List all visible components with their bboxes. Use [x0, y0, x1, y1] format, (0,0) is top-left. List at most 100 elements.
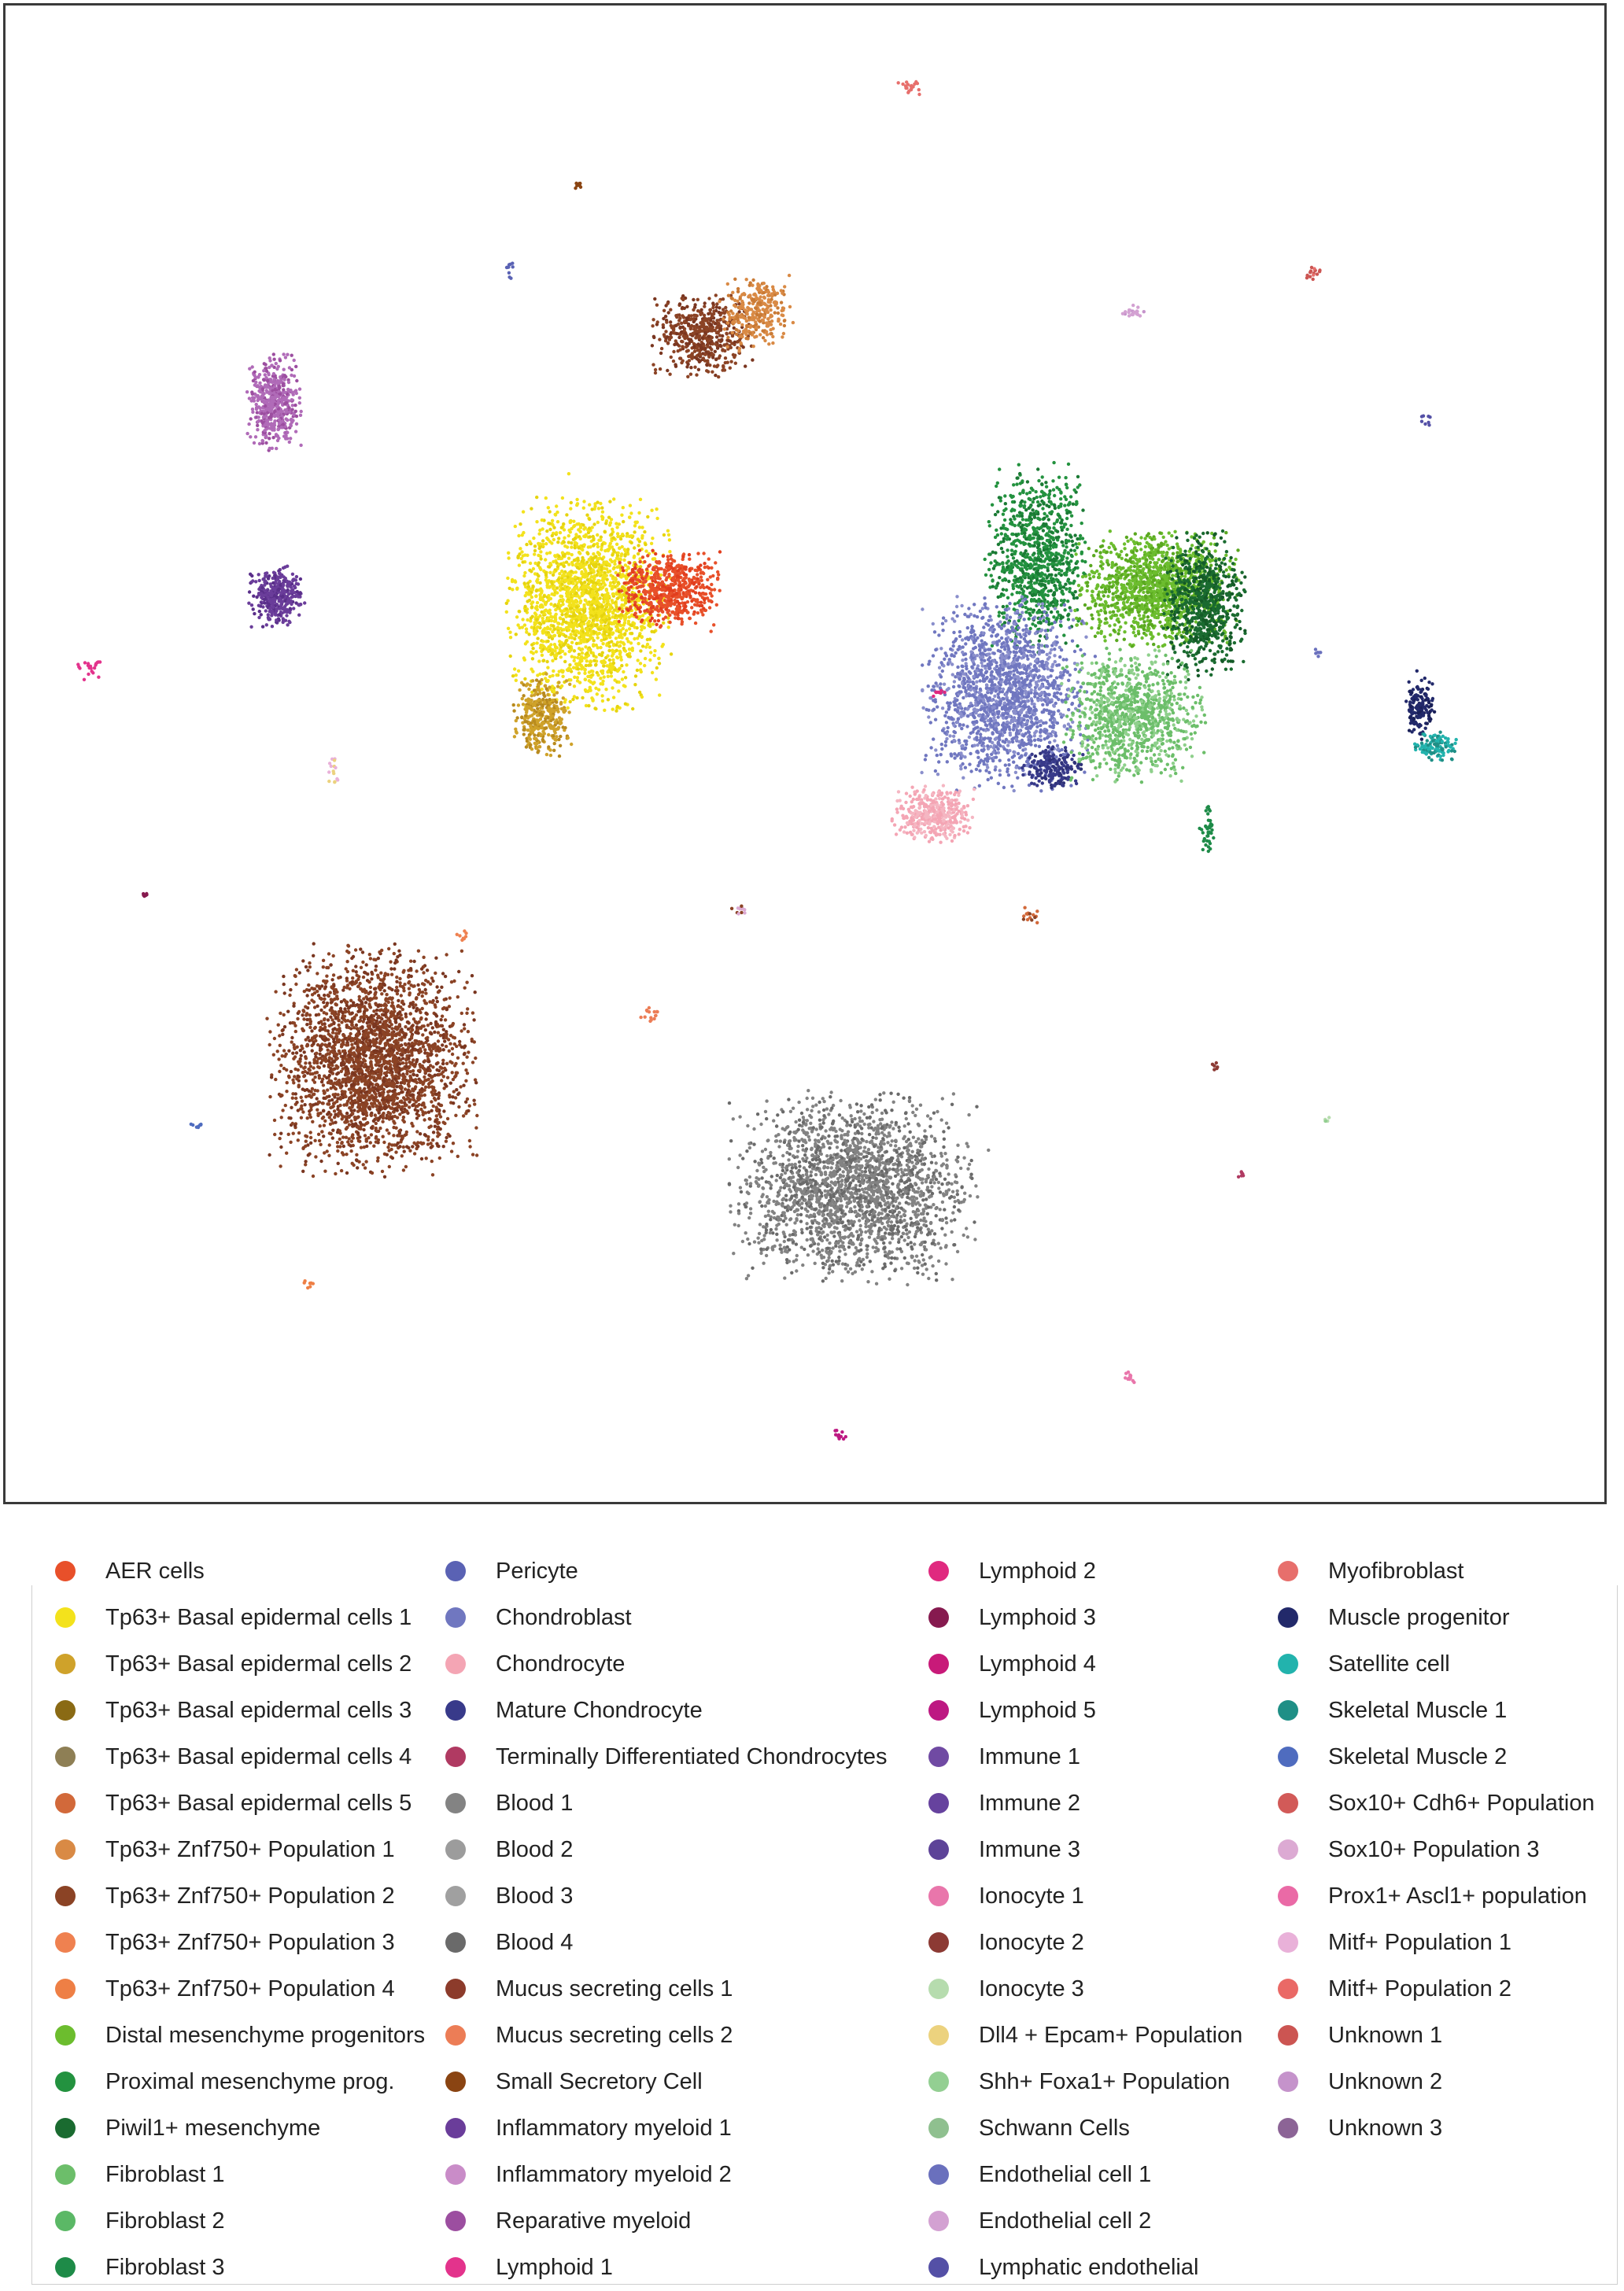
cell-point — [274, 1077, 278, 1082]
cell-point — [327, 1059, 331, 1064]
cell-point — [423, 1085, 428, 1090]
cell-point — [862, 1112, 866, 1116]
cell-point — [404, 1064, 408, 1068]
cell-point — [865, 1205, 869, 1208]
cell-point — [445, 1084, 448, 1088]
cell-point — [846, 1155, 850, 1160]
cell-point — [788, 1218, 792, 1222]
cell-point — [360, 1025, 364, 1029]
cell-point — [385, 1153, 389, 1157]
cell-point — [319, 1008, 323, 1013]
cell-point — [452, 1064, 457, 1068]
cell-point — [274, 990, 278, 994]
cell-point — [854, 1166, 859, 1170]
cell-point — [367, 953, 371, 957]
cell-point — [393, 967, 397, 971]
cell-point — [881, 1137, 885, 1141]
cell-point — [278, 1043, 282, 1048]
cell-point — [359, 947, 363, 951]
cell-point — [407, 987, 412, 991]
cell-point — [795, 1171, 799, 1175]
cell-point — [317, 1100, 322, 1105]
cell-point — [383, 1002, 387, 1006]
cell-point — [926, 1227, 931, 1231]
cell-point — [404, 1012, 408, 1016]
cell-point — [757, 1161, 761, 1165]
cell-point — [805, 1108, 810, 1112]
cell-point — [374, 1134, 378, 1139]
cell-point — [759, 1122, 763, 1127]
cell-point — [824, 1217, 829, 1221]
cell-point — [408, 1090, 412, 1094]
cell-point — [330, 978, 334, 982]
cell-point — [858, 1183, 862, 1188]
cluster-tp63-znf750-population-2 — [265, 942, 479, 1179]
cell-point — [932, 1111, 936, 1115]
cell-point — [416, 949, 421, 953]
cell-point — [445, 1075, 450, 1079]
cell-point — [867, 1200, 871, 1204]
cell-point — [325, 979, 329, 983]
cell-point — [514, 678, 518, 682]
cell-point — [374, 996, 378, 1000]
cell-point — [362, 997, 366, 1001]
cell-point — [907, 1188, 911, 1192]
cell-point — [342, 985, 346, 990]
cell-point — [895, 1247, 899, 1251]
cell-point — [355, 973, 359, 977]
cell-point — [939, 1246, 943, 1250]
plot-area — [3, 3, 1607, 1504]
cell-point — [651, 622, 655, 626]
cell-point — [391, 1090, 395, 1094]
cell-point — [891, 1182, 895, 1186]
cell-point — [429, 1142, 433, 1146]
cell-point — [943, 1152, 947, 1156]
cell-point — [762, 1234, 766, 1238]
cell-point — [433, 1124, 437, 1128]
cell-point — [872, 1128, 876, 1132]
cell-point — [375, 1105, 378, 1109]
cell-point — [814, 1144, 818, 1149]
cell-point — [397, 1056, 401, 1061]
cell-point — [434, 956, 438, 960]
cell-point — [443, 974, 448, 979]
cell-point — [801, 1144, 805, 1148]
cell-point — [808, 1113, 812, 1118]
cell-point — [299, 1095, 303, 1100]
cell-point — [893, 1268, 897, 1273]
cell-point — [321, 1083, 326, 1087]
cell-point — [932, 1203, 936, 1207]
cell-point — [900, 1195, 904, 1199]
cell-point — [793, 1182, 798, 1186]
cell-point — [434, 1105, 438, 1109]
cell-point — [890, 1256, 894, 1260]
cell-point — [759, 1160, 764, 1165]
cell-point — [364, 1113, 369, 1118]
cell-point — [304, 987, 309, 992]
cell-point — [884, 1149, 889, 1154]
cell-point — [390, 1001, 394, 1005]
cell-point — [361, 975, 366, 979]
cell-point — [443, 1018, 448, 1022]
cell-point — [404, 1164, 408, 1169]
cell-point — [960, 1186, 964, 1190]
cell-point — [747, 1146, 752, 1150]
cell-point — [406, 1020, 410, 1024]
cell-point — [392, 1048, 396, 1053]
cell-point — [307, 983, 311, 987]
cell-point — [389, 1116, 393, 1120]
cell-point — [326, 993, 330, 998]
cell-point — [890, 1139, 894, 1143]
cell-point — [311, 1120, 315, 1124]
cell-point — [772, 1216, 777, 1220]
cell-point — [818, 1250, 821, 1254]
cell-point — [302, 1050, 306, 1054]
cell-point — [323, 1090, 327, 1094]
cell-point — [747, 1175, 752, 1179]
cell-point — [785, 1245, 789, 1249]
cell-point — [745, 1190, 749, 1194]
cell-point — [777, 1145, 781, 1149]
cell-point — [840, 1211, 844, 1215]
cell-point — [387, 1032, 391, 1037]
cell-point — [891, 1227, 895, 1231]
